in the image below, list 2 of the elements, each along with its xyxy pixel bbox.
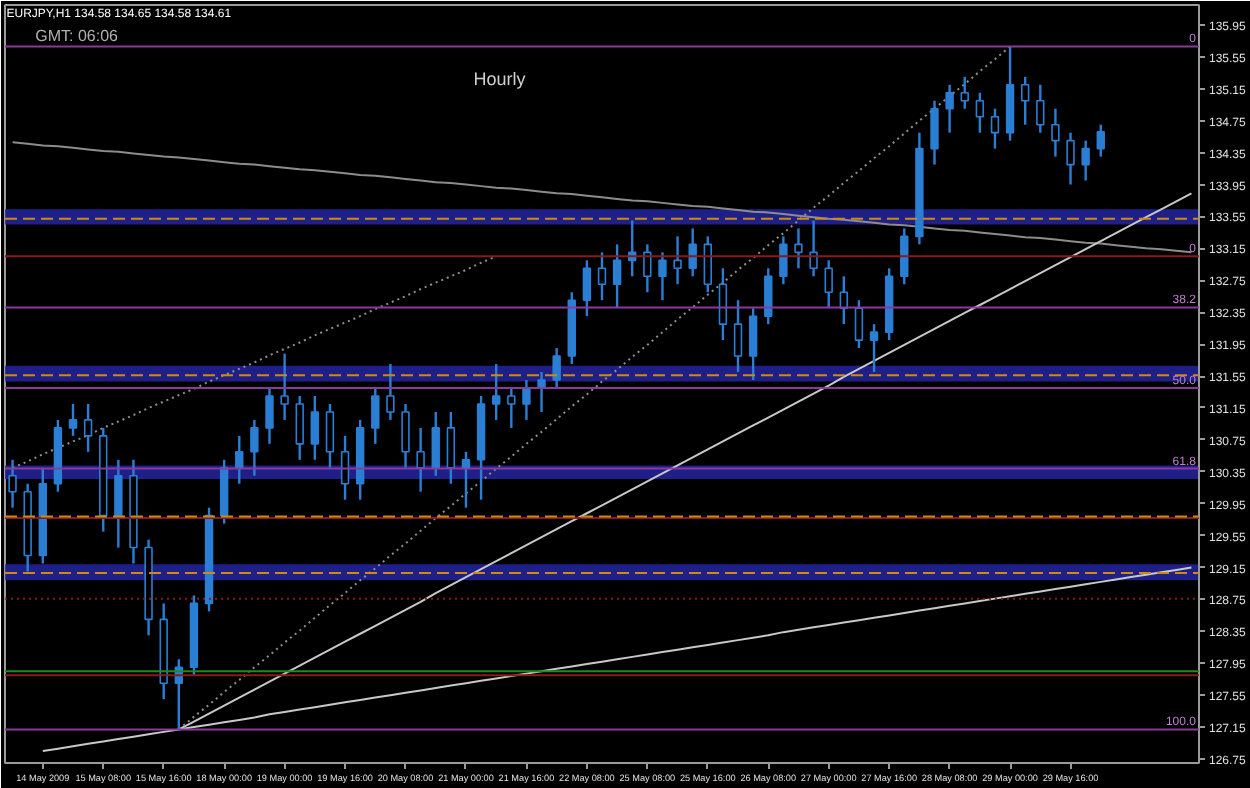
annotation: Hourly (473, 69, 527, 89)
annotation: GMT: 06:06 (35, 27, 120, 45)
